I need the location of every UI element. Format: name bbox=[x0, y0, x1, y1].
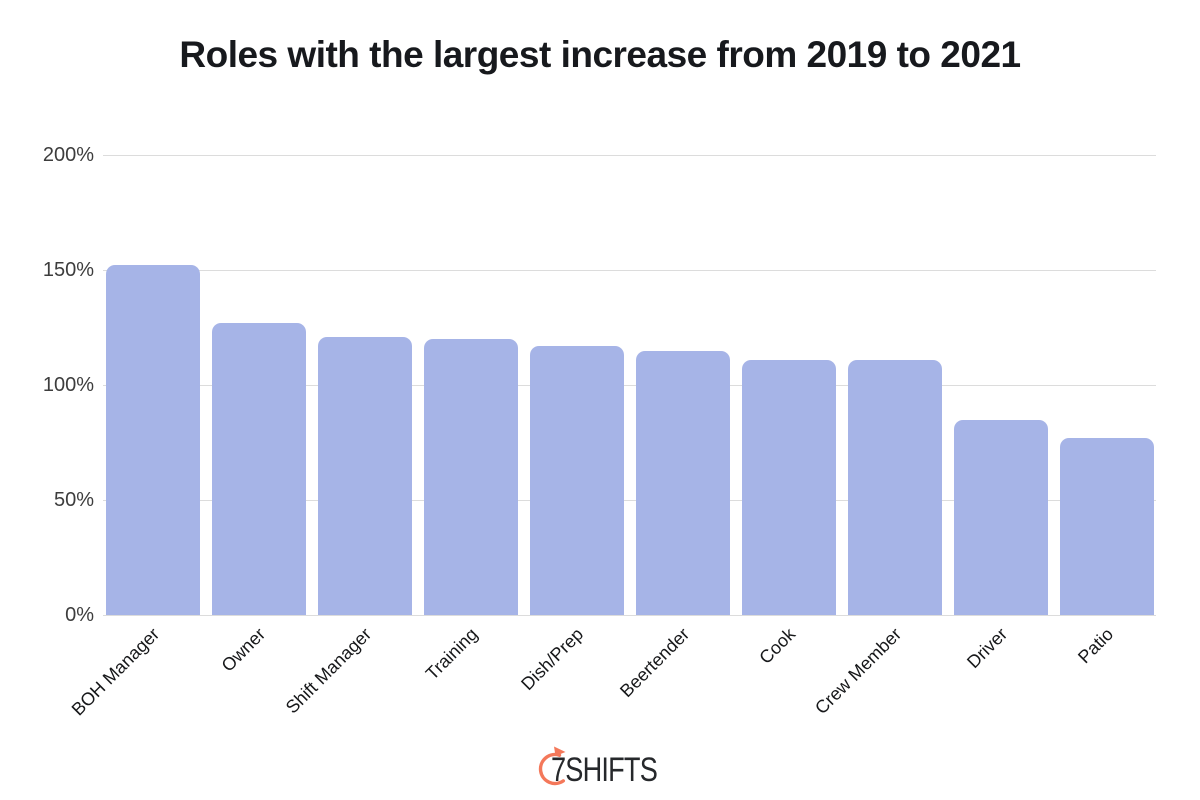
x-axis-category-label: Shift Manager bbox=[281, 624, 376, 718]
x-axis-category-label: Cook bbox=[755, 624, 800, 668]
logo-graphic: 7SHIFTS bbox=[538, 746, 658, 789]
stopwatch-arc-icon bbox=[538, 746, 566, 786]
bar bbox=[530, 345, 624, 615]
gridline bbox=[103, 615, 1156, 616]
x-axis-category-label: Crew Member bbox=[811, 624, 906, 719]
bar bbox=[848, 359, 942, 615]
y-axis-tick-label: 50% bbox=[53, 489, 94, 511]
bar bbox=[636, 350, 730, 615]
x-axis-category-label: Patio bbox=[1073, 624, 1118, 668]
chart-title: Roles with the largest increase from 201… bbox=[179, 34, 1021, 75]
bar bbox=[212, 322, 306, 615]
bar bbox=[742, 359, 836, 615]
y-axis-tick-label: 100% bbox=[42, 374, 94, 396]
gridline bbox=[103, 385, 1156, 386]
y-axis-tick-label: 150% bbox=[42, 259, 94, 281]
y-axis-tick-label: 200% bbox=[42, 144, 94, 166]
x-axis-category-label: Training bbox=[421, 624, 482, 684]
logo: 7SHIFTS bbox=[538, 742, 673, 798]
x-axis-category-label: Dish/Prep bbox=[517, 624, 588, 695]
x-axis-category-label: Beertender bbox=[616, 624, 694, 702]
bar bbox=[318, 336, 412, 615]
x-axis-category-label: Driver bbox=[963, 624, 1012, 673]
bar bbox=[1060, 437, 1154, 615]
gridline bbox=[103, 500, 1156, 501]
gridline bbox=[103, 155, 1156, 156]
bar bbox=[106, 265, 200, 615]
logo-text: 7SHIFTS bbox=[551, 751, 657, 789]
bar bbox=[954, 419, 1048, 615]
gridline bbox=[103, 270, 1156, 271]
x-axis-category-label: BOH Manager bbox=[67, 624, 164, 720]
y-axis-tick-label: 0% bbox=[65, 604, 94, 626]
x-axis-category-label: Owner bbox=[217, 624, 270, 676]
bar bbox=[424, 339, 518, 615]
